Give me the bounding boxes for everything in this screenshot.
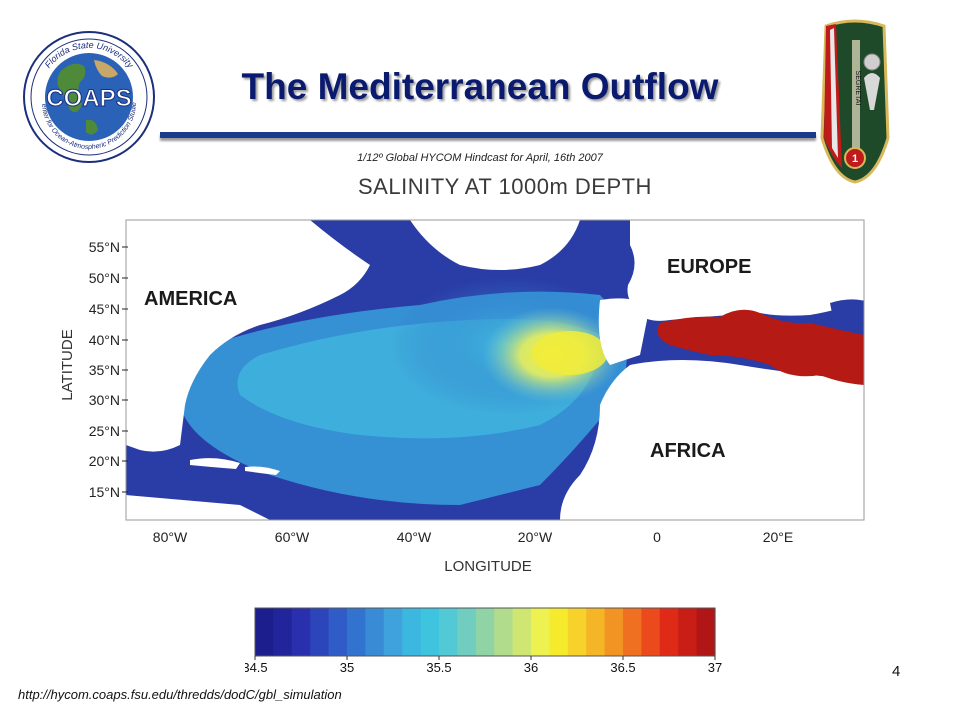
lat-tick-label: 50°N (89, 270, 120, 286)
colorbar-swatch (347, 608, 366, 656)
colorbar-swatch (494, 608, 514, 656)
colorbar-swatch (696, 608, 716, 656)
iberia-land (598, 298, 650, 365)
longitude-axis: 80°W 60°W 40°W 20°W 0 20°E (153, 529, 793, 545)
lat-tick-label: 35°N (89, 362, 120, 378)
title-underline (160, 132, 816, 138)
globe-landmass (57, 63, 86, 112)
lat-tick-label: 15°N (89, 484, 120, 500)
colorbar-swatch (328, 608, 348, 656)
lon-tick-label: 60°W (275, 529, 310, 545)
colorbar-swatch (420, 608, 440, 656)
lat-tick-label: 30°N (89, 392, 120, 408)
colorbar-swatch (531, 608, 550, 656)
source-url: http://hycom.coaps.fsu.edu/thredds/dodC/… (18, 687, 342, 702)
colorbar-tick-label: 34.5 (245, 660, 268, 675)
shield-logo: SEGRETAI 1 (820, 19, 890, 184)
colorbar-swatch (641, 608, 661, 656)
colorbar-swatch (549, 608, 569, 656)
colorbar-swatch (255, 608, 274, 656)
lat-tick-label: 45°N (89, 301, 120, 317)
colorbar-tick-label: 35 (340, 660, 354, 675)
star-emblem (863, 53, 881, 71)
europe-land (627, 220, 864, 321)
caribbean-island (190, 458, 240, 469)
lon-tick-label: 40°W (397, 529, 432, 545)
x-axis-label: LONGITUDE (444, 558, 532, 575)
globe-landmass-north (94, 60, 118, 78)
salinity-map: AMERICA EUROPE AFRICA 55°N 50°N 45°N 40°… (59, 219, 865, 575)
colorbar-swatch (678, 608, 698, 656)
africa-land (560, 360, 864, 520)
colorbar-swatch (291, 608, 311, 656)
svg-text:1: 1 (852, 153, 858, 165)
colorbar-swatch (402, 608, 422, 656)
parachute-emblem (864, 73, 880, 110)
colorbar-swatch (659, 608, 679, 656)
colorbar-swatch (623, 608, 642, 656)
colorbar-tick-label: 37 (708, 660, 722, 675)
logo-coaps-text: COAPS (46, 85, 131, 112)
map-heading: SALINITY AT 1000m DEPTH (358, 174, 652, 199)
lat-tick-label: 40°N (89, 332, 120, 348)
colorbar-ticks: 34.5 35 35.5 36 36.5 37 (245, 656, 722, 675)
colorbar-swatch (512, 608, 532, 656)
mediterranean-sea (657, 309, 864, 385)
slide-title: The Mediterranean Outflow (241, 66, 719, 107)
greenland-land (410, 220, 580, 270)
colorbar-swatch (604, 608, 624, 656)
colorbar-swatch (475, 608, 495, 656)
page-number: 4 (892, 663, 901, 680)
colorbar-tick-label: 35.5 (426, 660, 451, 675)
lon-tick-label: 20°W (518, 529, 553, 545)
lat-tick-label: 25°N (89, 423, 120, 439)
colorbar-tick-label: 36.5 (610, 660, 635, 675)
colorbar-swatch (457, 608, 477, 656)
colorbar-frame (254, 607, 716, 657)
label-america: AMERICA (144, 288, 237, 310)
latitude-axis: 55°N 50°N 45°N 40°N 35°N 30°N 25°N 20°N … (89, 239, 128, 500)
north-america-land (126, 220, 370, 452)
coaps-logo: Florida State University Center for Ocea… (22, 30, 155, 163)
colorbar-swatch (567, 608, 587, 656)
colorbar-swatch (383, 608, 403, 656)
colorbar-tick-label: 36 (524, 660, 538, 675)
black-sea (830, 299, 864, 316)
colorbar-swatch (586, 608, 606, 656)
caribbean-island (245, 466, 280, 475)
lat-tick-label: 55°N (89, 239, 120, 255)
salinity-colorbar: 34.5 35 35.5 36 36.5 37 (245, 607, 722, 675)
lon-tick-label: 80°W (153, 529, 188, 545)
lon-tick-label: 20°E (763, 529, 794, 545)
shield-text: SEGRETAI (854, 71, 861, 106)
colorbar-swatch (273, 608, 293, 656)
south-america-land (126, 495, 270, 520)
lon-tick-label: 0 (653, 529, 661, 545)
colorbar-swatch (365, 608, 385, 656)
colorbar-swatch (310, 608, 330, 656)
colorbar-swatch (439, 608, 458, 656)
label-africa: AFRICA (650, 440, 726, 462)
slide-subtitle: 1/12º Global HYCOM Hindcast for April, 1… (357, 152, 603, 164)
globe-landmass-south (86, 119, 98, 135)
outflow-core (532, 331, 608, 375)
y-axis-label: LATITUDE (59, 329, 76, 400)
colorbar-swatches (255, 608, 716, 656)
label-europe: EUROPE (667, 256, 751, 278)
lat-tick-label: 20°N (89, 453, 120, 469)
